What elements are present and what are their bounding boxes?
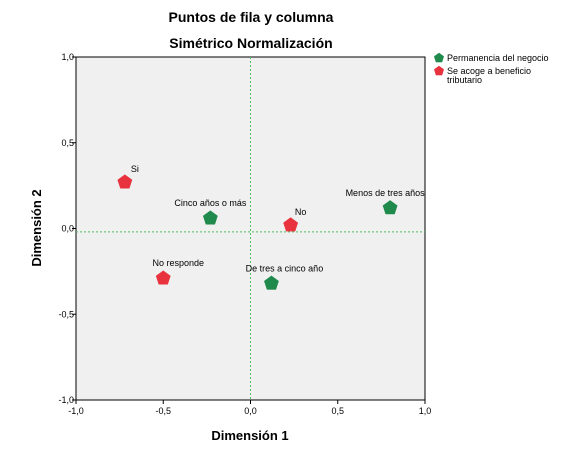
data-point-marker [155,270,171,285]
point-label: Si [131,164,139,174]
y-tick-label: 0,0 [61,224,74,234]
x-tick-label: -1,0 [68,406,84,416]
y-axis-title: Dimensión 2 [29,189,44,266]
chart-title: Puntos de fila y columna [169,9,334,25]
data-point-marker [283,217,299,232]
y-tick-label: 0,5 [61,138,74,148]
legend-label: Se acoge a beneficio tributario [447,66,531,85]
chart-subtitle: Simétrico Normalización [169,35,332,51]
y-tick-label: 1,0 [61,52,74,62]
point-label: Cinco años o más [174,198,247,208]
data-point-marker [202,210,218,225]
point-labels: Menos de tres años Cinco años o más De tre… [131,164,425,273]
point-label: No [295,207,307,217]
reference-lines [76,57,425,400]
data-point-marker [117,174,133,189]
y-tick-label: -1,0 [58,395,74,405]
y-tick-label: -0,5 [58,309,74,319]
legend-marker [433,65,445,76]
x-axis-title: Dimensión 1 [211,428,288,443]
legend: Permanencia del negocio Se acoge a benefi… [433,52,549,85]
legend-label: Permanencia del negocio [447,53,549,63]
point-label: Menos de tres años [346,188,426,198]
data-points [117,174,398,290]
axis-ticks: -1,0-1,0 -0,5 -0,5 0,0 0,0 0,5 0,5 1,0 1,0 [58,52,431,416]
x-tick-label: 1,0 [419,406,432,416]
x-tick-label: -0,5 [155,406,171,416]
data-point-marker [264,275,279,290]
data-point-marker [382,200,398,215]
legend-marker [433,52,445,63]
x-tick-label: 0,5 [331,406,344,416]
x-tick-label: 0,0 [244,406,257,416]
plot-area [75,56,426,401]
point-label: No responde [152,258,204,268]
point-label: De tres a cinco año [246,263,324,273]
